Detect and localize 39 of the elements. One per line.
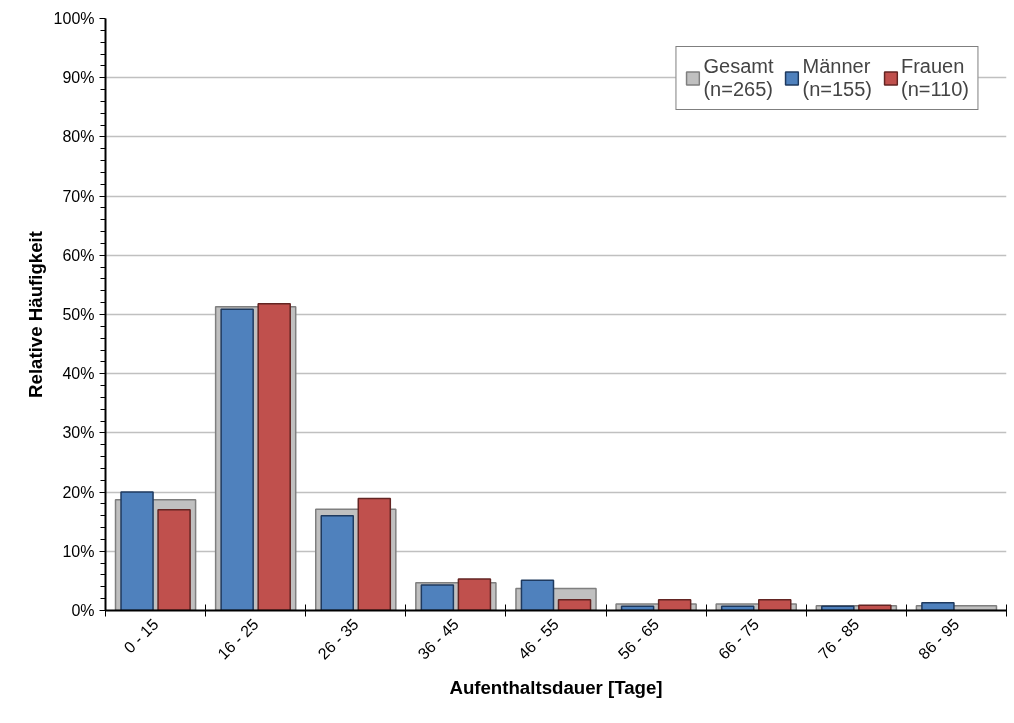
y-tick-label: 70% [62, 187, 95, 205]
x-tick-label: 76 - 85 [815, 615, 863, 663]
bar [757, 599, 792, 611]
x-axis-title: Aufenthaltsdauer [Tage] [449, 676, 663, 698]
bar [220, 308, 254, 611]
y-tick-label: 20% [62, 483, 95, 501]
bar [921, 602, 955, 611]
y-tick-label: 10% [62, 542, 95, 560]
x-tick-label: 66 - 75 [714, 615, 763, 663]
bar [357, 497, 392, 611]
x-tick-label: 16 - 25 [214, 615, 262, 663]
bar [858, 604, 892, 611]
x-tick-label: 0 - 15 [120, 615, 162, 657]
bar [257, 303, 291, 611]
bar [420, 584, 455, 611]
bar [557, 599, 592, 611]
legend-label: Männer (n=155) [802, 55, 872, 101]
y-tick-label: 80% [62, 128, 95, 146]
y-tick-label: 40% [62, 365, 95, 383]
bar [320, 515, 355, 611]
y-tick-label: 0% [71, 602, 95, 619]
y-tick-label: 30% [62, 424, 95, 442]
y-axis-title: Relative Häufigkeit [24, 231, 46, 398]
bar [457, 578, 492, 611]
x-tick-label: 46 - 55 [514, 615, 563, 663]
legend-label: Frauen (n=110) [900, 55, 969, 101]
bar [120, 491, 154, 611]
y-tick-label: 50% [62, 306, 95, 323]
x-tick-label: 56 - 65 [614, 615, 663, 663]
y-tick-label: 60% [62, 246, 95, 264]
bar [520, 579, 555, 611]
legend-label: Gesamt (n=265) [703, 55, 774, 101]
x-tick-label: 36 - 45 [414, 615, 462, 663]
bar [157, 509, 191, 611]
y-tick-label: 90% [62, 69, 95, 87]
x-tick-label: 26 - 35 [314, 615, 362, 663]
bar [657, 599, 692, 611]
x-tick-label: 86 - 95 [915, 615, 963, 663]
y-tick-label: 100% [53, 10, 95, 27]
